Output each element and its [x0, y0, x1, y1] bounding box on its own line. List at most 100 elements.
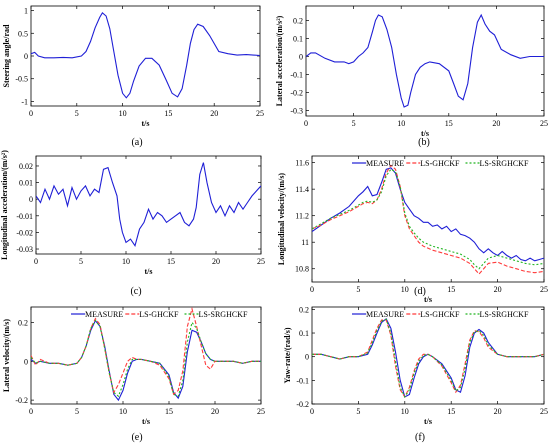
legend-label: LS-SRGHCKF [480, 310, 529, 319]
y-tick-label: 0.2 [299, 305, 309, 314]
panel-c: 0 5 10 15 20 25 -0.03 -0.02 -0.01 0 0.01 0.02 t/s Lon… [0, 150, 265, 297]
x-axis-label: t/s [142, 119, 150, 128]
x-tick-label: 10 [397, 119, 405, 128]
x-tick-label: 10 [401, 285, 409, 294]
plot-frame [30, 306, 262, 405]
plot-frame [35, 155, 262, 255]
legend-label: LS-GHCKF [420, 159, 460, 168]
legend: MEASURE LS-GHCKF LS-SRGHCKF [352, 159, 529, 168]
plot-frame [30, 5, 261, 107]
x-tick-label: 0 [29, 407, 33, 416]
series-line-signal [31, 11, 260, 99]
y-tick-label: 0 [305, 353, 309, 362]
series-line-ls-srghckf [312, 168, 544, 270]
x-tick-label: 10 [122, 257, 130, 266]
x-tick-label: 5 [356, 407, 360, 416]
y-tick-label: -0.3 [290, 107, 303, 116]
series-line-signal [306, 13, 544, 108]
panel-caption: (d) [414, 286, 426, 297]
x-tick-label: 5 [79, 257, 83, 266]
x-axis-label: t/s [421, 129, 429, 138]
x-tick-label: 20 [492, 119, 500, 128]
y-tick-label: -0.02 [16, 228, 33, 237]
series-line-ls-ghckf [312, 319, 544, 399]
x-tick-label: 20 [212, 257, 220, 266]
y-tick-label: 0.1 [299, 329, 309, 338]
y-axis-label: Lateral acceleration/(m/s²) [275, 15, 284, 106]
x-tick-label: 20 [494, 285, 502, 294]
y-tick-label: 0 [29, 195, 33, 204]
x-tick-label: 5 [75, 407, 79, 416]
legend-label: MEASURE [366, 310, 404, 319]
x-tick-label: 0 [34, 257, 38, 266]
series-line-ls-ghckf [312, 164, 544, 275]
x-tick-label: 15 [447, 407, 455, 416]
y-tick-label: -0.2 [290, 89, 303, 98]
series-line-ls-srghckf [312, 318, 544, 399]
x-tick-label: 15 [447, 285, 455, 294]
y-tick-label: 11 [301, 238, 309, 247]
y-tick-label: -0.03 [16, 245, 33, 254]
panel-caption: (f) [415, 432, 425, 443]
x-tick-label: 15 [445, 119, 453, 128]
y-tick-label: 11.2 [295, 212, 309, 221]
y-axis-label: Longitudinal acceleration/(m/s²) [0, 150, 9, 260]
y-tick-label: 1 [24, 7, 28, 16]
series-line-measure [312, 167, 544, 262]
panel-b: 0 5 10 15 20 25 -0.3 -0.2 -0.1 0 0.1 0.2 t/s Lateral … [275, 5, 548, 148]
legend: MEASURE LS-GHCKF LS-SRGHCKF [71, 310, 248, 319]
x-tick-label: 0 [310, 407, 314, 416]
y-tick-label: -0.01 [16, 212, 33, 221]
y-tick-label: 0 [24, 357, 28, 366]
x-tick-label: 15 [167, 257, 175, 266]
panel-caption: (a) [131, 137, 142, 148]
series-line-ls-srghckf [31, 319, 261, 398]
legend-label: MEASURE [85, 310, 123, 319]
x-axis-label: t/s [142, 417, 150, 426]
series-line-ls-ghckf [31, 307, 261, 396]
x-tick-label: 20 [210, 109, 218, 118]
x-tick-label: 25 [540, 407, 548, 416]
x-axis-label: t/s [424, 417, 432, 426]
x-tick-label: 5 [356, 285, 360, 294]
legend-label: LS-GHCKF [139, 310, 179, 319]
y-tick-label: 0 [24, 52, 28, 61]
x-tick-label: 25 [256, 109, 264, 118]
x-tick-label: 5 [75, 109, 79, 118]
y-tick-label: 11.6 [295, 159, 309, 168]
x-tick-label: 10 [119, 109, 127, 118]
y-axis-label: Steering angle/rad [2, 24, 11, 87]
y-tick-label: 0.2 [293, 16, 303, 25]
legend-label: MEASURE [366, 159, 404, 168]
y-tick-label: -1 [21, 97, 28, 106]
legend-label: LS-SRGHCKF [199, 310, 248, 319]
x-tick-label: 15 [164, 109, 172, 118]
y-axis-label: Yaw-rate/(rad/s) [283, 327, 292, 383]
panel-caption: (c) [130, 286, 141, 297]
y-tick-label: 0.5 [18, 29, 28, 38]
plot-frame [305, 5, 545, 117]
x-tick-label: 5 [352, 119, 356, 128]
x-tick-label: 25 [540, 285, 548, 294]
x-tick-label: 25 [257, 257, 265, 266]
y-axis-label: Longitudinal velocity/(m/s) [277, 173, 286, 266]
plot-frame [311, 155, 545, 283]
series-line-signal [36, 162, 261, 247]
y-tick-label: -0.1 [296, 376, 309, 385]
x-tick-label: 0 [29, 109, 33, 118]
y-tick-label: -0.2 [296, 400, 309, 409]
x-tick-label: 0 [310, 285, 314, 294]
y-tick-label: 0.1 [293, 34, 303, 43]
y-tick-label: -0.5 [15, 75, 28, 84]
x-tick-label: 25 [540, 119, 548, 128]
panel-caption: (b) [418, 137, 430, 148]
x-tick-label: 10 [401, 407, 409, 416]
y-tick-label: 0.01 [19, 179, 33, 188]
panel-f: 0 5 10 15 20 25 -0.2 -0.1 0 0.1 0.2 t/s Yaw-rate/(ra… [283, 305, 548, 443]
y-tick-label: 0 [299, 52, 303, 61]
y-tick-label: -0.1 [290, 71, 303, 80]
y-axis-label: Lateral velocity/(m/s) [2, 319, 11, 392]
x-tick-label: 15 [165, 407, 173, 416]
x-tick-label: 10 [119, 407, 127, 416]
